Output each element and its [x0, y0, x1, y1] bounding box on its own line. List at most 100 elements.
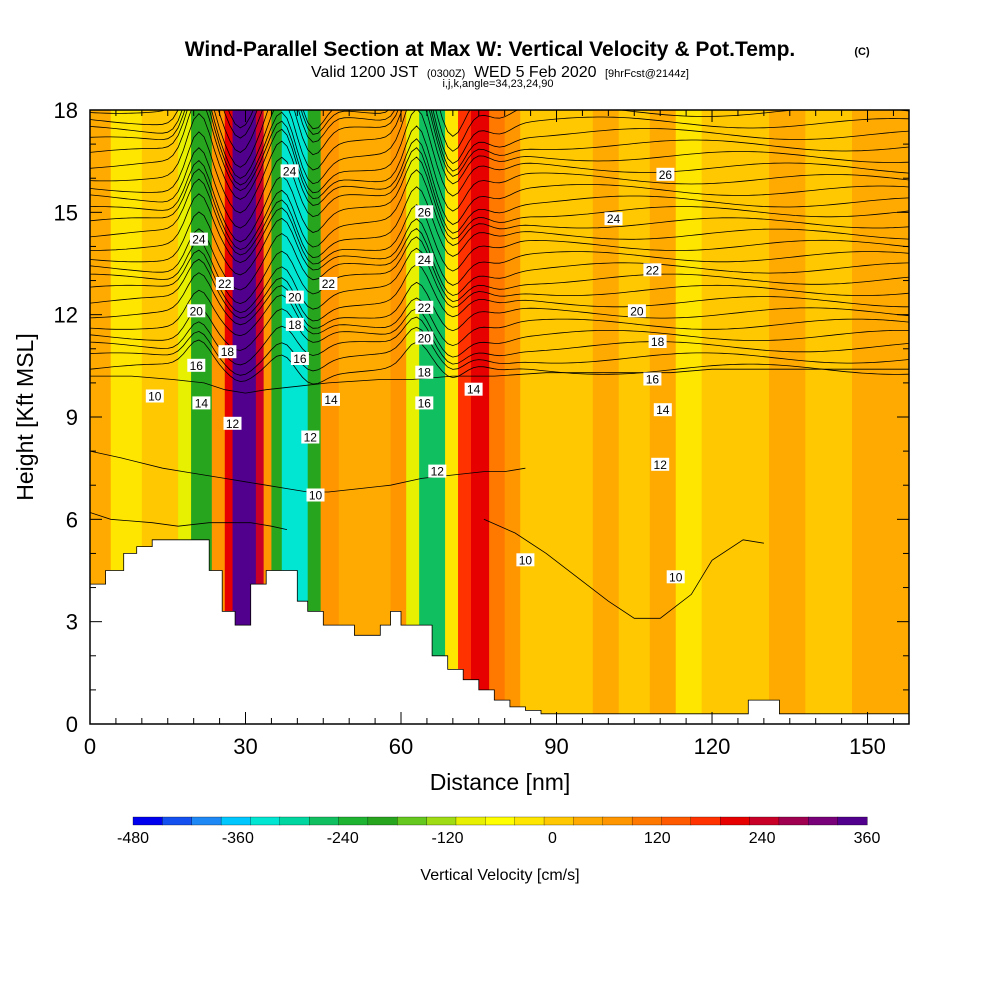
contour-label-17: 24 [415, 253, 434, 267]
svg-text:18: 18 [288, 318, 302, 332]
svg-text:20: 20 [630, 304, 644, 318]
contour-label-16: 26 [415, 205, 434, 219]
theta-line-1 [90, 326, 909, 376]
colorbar-swatch-12 [485, 816, 516, 826]
contour-label-32: 10 [516, 553, 535, 567]
colorbar-swatch-23 [808, 816, 839, 826]
svg-text:12: 12 [431, 465, 445, 479]
svg-text:18: 18 [221, 345, 235, 359]
colorbar-tick-240: 240 [749, 830, 776, 847]
x-axis-label: Distance [nm] [430, 769, 571, 795]
x-tick-label-60: 60 [389, 734, 413, 759]
svg-text:20: 20 [288, 291, 302, 305]
velocity-band-29 [769, 110, 806, 724]
theta-line-7 [90, 247, 909, 314]
svg-text:22: 22 [418, 301, 432, 315]
colorbar-swatch-18 [661, 816, 692, 826]
colorbar-swatch-5 [279, 816, 310, 826]
theta-line-10 [90, 211, 909, 286]
colorbar-swatch-6 [309, 816, 340, 826]
velocity-band-24 [592, 110, 620, 724]
colorbar-swatch-3 [220, 816, 251, 826]
colorbar-swatch-9 [397, 816, 428, 826]
x-tick-label-0: 0 [84, 734, 96, 759]
contour-label-8: 24 [280, 164, 299, 178]
x-tick-label-120: 120 [694, 734, 731, 759]
velocity-band-8 [255, 110, 265, 724]
colorbar-swatch-8 [367, 816, 398, 826]
velocity-band-15 [390, 110, 407, 724]
y-tick-label-15: 15 [54, 200, 78, 225]
colorbar-swatch-16 [602, 816, 633, 826]
svg-text:12: 12 [226, 417, 240, 431]
plot-area: 24 22 20 18 16 14 12 10 24 22 20 18 16 14 12 10 26 24 22 20… [54, 98, 910, 759]
theta-line-14 [90, 156, 909, 243]
terrain-mask [90, 539, 909, 724]
theta-contour-10-2 [90, 512, 288, 530]
theta-line-21 [90, 110, 909, 172]
colorbar-swatch-22 [778, 816, 809, 826]
contour-label-5: 14 [192, 396, 211, 410]
theta-line-11 [90, 193, 909, 272]
y-axis-label: Height [Kft MSL] [12, 333, 38, 500]
colorbar-swatch-1 [162, 816, 193, 826]
contour-label-19: 20 [415, 331, 434, 346]
svg-text:20: 20 [190, 304, 204, 318]
colorbar-tick-120: 120 [644, 830, 671, 847]
valid-date: WED 5 Feb 2020 [474, 64, 597, 81]
colorbar-swatch-24 [837, 816, 868, 826]
velocity-band-23 [520, 110, 594, 724]
svg-text:20: 20 [418, 332, 432, 346]
contour-label-25: 24 [604, 212, 623, 226]
velocity-band-26 [649, 110, 677, 724]
colorbar-swatch-0 [132, 816, 163, 826]
indices-label: i,j,k,angle=34,23,24,90 [442, 78, 553, 90]
colorbar-tick--480: -480 [117, 830, 149, 847]
theta-line-22 [90, 110, 909, 164]
contour-label-14: 12 [301, 430, 320, 445]
colorbar-tick--120: -120 [432, 830, 464, 847]
chart-title: Wind-Parallel Section at Max W: Vertical… [185, 38, 796, 61]
colorbar-tick--360: -360 [222, 830, 254, 847]
velocity-band-22 [504, 110, 521, 724]
contour-label-20: 18 [415, 365, 434, 380]
theta-line-6 [90, 258, 909, 322]
x-tick-label-30: 30 [233, 734, 257, 759]
contour-label-13: 14 [322, 392, 340, 407]
theta-line-5 [90, 272, 909, 332]
y-tick-label-12: 12 [54, 303, 78, 328]
velocity-band-20 [470, 110, 490, 724]
colorbar-tick-360: 360 [854, 830, 881, 847]
svg-text:26: 26 [659, 168, 673, 182]
contour-label-10: 20 [285, 290, 304, 305]
colorbar-tick-0: 0 [548, 830, 557, 847]
y-tick-label-0: 0 [66, 712, 78, 737]
svg-text:10: 10 [669, 570, 683, 584]
theta-line-23 [90, 110, 909, 152]
contour-label-30: 14 [653, 403, 672, 417]
theta-line-8 [90, 236, 909, 305]
theta-line-12 [90, 178, 909, 259]
contour-label-3: 18 [218, 345, 237, 359]
svg-text:22: 22 [646, 263, 660, 277]
contour-label-0: 24 [189, 232, 208, 247]
colorbar-swatch-21 [749, 816, 780, 826]
theta-line-19 [90, 110, 909, 186]
svg-text:24: 24 [418, 253, 432, 267]
theta-line-17 [90, 113, 909, 212]
copyright-mark: (C) [854, 46, 870, 58]
y-tick-label-9: 9 [66, 405, 78, 430]
velocity-band-10 [271, 110, 283, 724]
contour-label-11: 18 [285, 317, 304, 332]
svg-text:12: 12 [654, 458, 668, 472]
colorbar-swatch-2 [191, 816, 222, 826]
axis-ticks: 0 30 60 90 120 150 0 3 6 9 12 15 18 [54, 98, 909, 759]
theta-line-20 [90, 110, 909, 179]
x-tick-label-90: 90 [544, 734, 568, 759]
colorbar-swatch-7 [338, 816, 369, 826]
y-tick-label-3: 3 [66, 610, 78, 635]
svg-text:16: 16 [190, 359, 204, 373]
colorbar-swatch-4 [250, 816, 281, 826]
svg-text:18: 18 [418, 366, 432, 380]
